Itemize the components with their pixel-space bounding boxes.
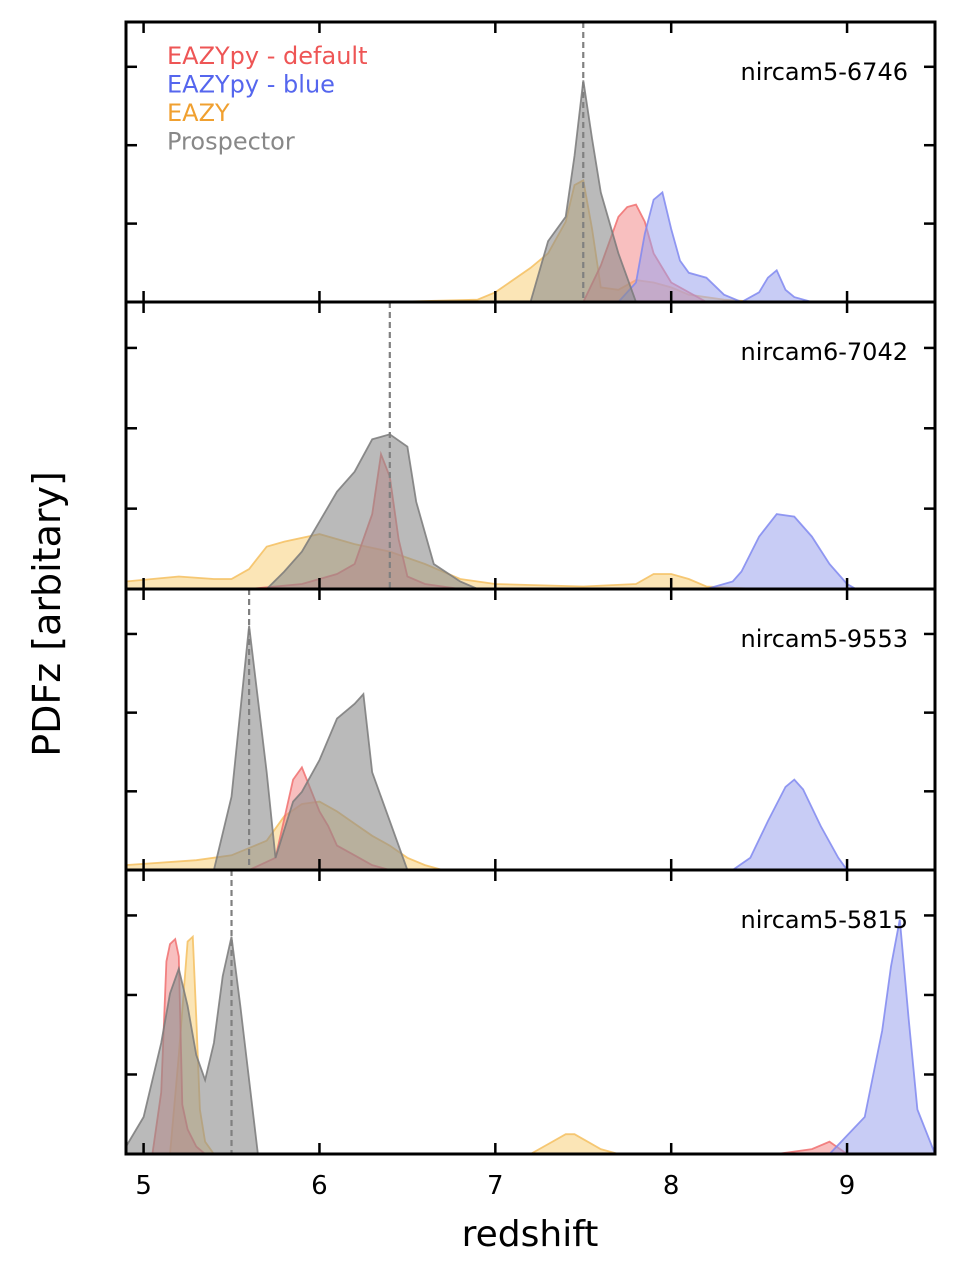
legend-entry-eazy: EAZY [167,99,230,127]
pdf-area-eazypy-blue [617,190,813,302]
y-axis-label: PDFz [arbitary] [25,471,69,757]
panel-4: nircam5-5815 [124,868,937,1156]
panel-plot-area [389,22,813,302]
x-tick-label: 9 [839,1171,856,1201]
pdf-area-eazypy-default [151,937,849,1154]
x-tick-labels: 5 6 7 8 9 [135,1171,855,1201]
panel-1: nircam5-6746 [124,20,937,304]
panel-frame [124,868,937,1156]
x-tick-label: 8 [663,1171,680,1201]
pdf-area-eazypy-blue [828,919,935,1154]
pdf-area-prospector [265,433,479,589]
legend-entry-eazypy-default: EAZYpy - default [167,42,367,70]
panel-3: nircam5-9553 [124,587,937,872]
panel-plot-area [126,870,935,1154]
panel-label: nircam5-6746 [740,58,908,86]
pdf-area-prospector [529,80,637,302]
x-tick-label: 7 [487,1171,504,1201]
panels-group: nircam5-6746 nircam6-7042 nircam5-9553 nirc… [124,20,937,1156]
legend-entry-eazypy-blue: EAZYpy - blue [167,71,335,99]
x-tick-label: 6 [311,1171,328,1201]
pdf-area-prospector [126,936,259,1154]
panel-plot-area [126,302,858,589]
panel-label: nircam6-7042 [740,338,908,366]
pdf-area-prospector [212,625,409,870]
panel-label: nircam5-9553 [740,625,908,653]
pdf-area-eazypy-blue [706,513,858,589]
legend-entry-prospector: Prospector [167,128,295,156]
panel-plot-area [126,589,849,870]
panel-label: nircam5-5815 [740,906,908,934]
pdf-area-eazy [169,934,619,1154]
panel-2: nircam6-7042 [124,300,937,591]
x-tick-label: 5 [135,1171,152,1201]
pdf-area-eazypy-blue [731,778,849,870]
x-axis-label: redshift [462,1214,599,1255]
